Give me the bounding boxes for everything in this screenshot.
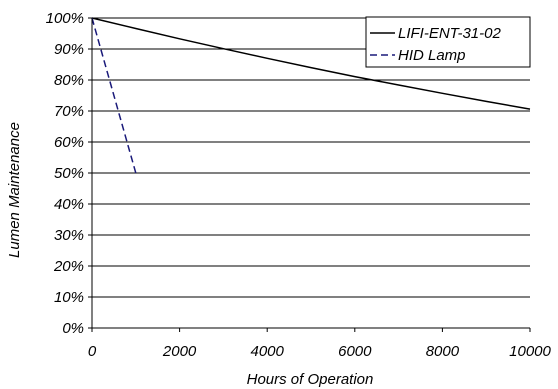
y-tick-label: 20% xyxy=(53,258,84,275)
y-tick-label: 50% xyxy=(54,165,84,182)
series-layer xyxy=(91,17,531,174)
series-line-1 xyxy=(91,17,137,174)
y-tick-label: 60% xyxy=(54,134,84,151)
x-tick-label: 2000 xyxy=(162,343,197,360)
legend-label-hid: HID Lamp xyxy=(398,47,466,64)
y-tick-label: 100% xyxy=(46,10,84,27)
x-tick-label: 4000 xyxy=(251,343,285,360)
x-tick-label: 6000 xyxy=(338,343,372,360)
y-tick-label: 70% xyxy=(54,103,84,120)
y-tick-label: 80% xyxy=(54,72,84,89)
y-tick-label: 0% xyxy=(62,320,84,337)
x-tick-label: 0 xyxy=(88,343,97,360)
y-tick-labels: 0% 10% 20% 30% 40% 50% 60% 70% 80% 90% 100% xyxy=(46,10,84,337)
y-tick-label: 40% xyxy=(54,196,84,213)
legend: LIFI-ENT-31-02 HID Lamp xyxy=(365,16,531,68)
x-tick-label: 10000 xyxy=(509,343,551,360)
legend-box xyxy=(365,16,531,68)
x-axis-title: Hours of Operation xyxy=(247,371,374,388)
y-tick-label: 90% xyxy=(54,41,84,58)
axes xyxy=(88,17,531,332)
y-tick-label: 30% xyxy=(54,227,84,244)
x-tick-label: 8000 xyxy=(426,343,460,360)
legend-label-lifi: LIFI-ENT-31-02 xyxy=(398,25,501,42)
x-tick-labels: 0 2000 4000 6000 8000 10000 xyxy=(88,343,552,360)
y-axis-title: Lumen Maintenance xyxy=(6,122,23,258)
y-tick-label: 10% xyxy=(54,289,84,306)
series-line-0 xyxy=(91,17,531,110)
